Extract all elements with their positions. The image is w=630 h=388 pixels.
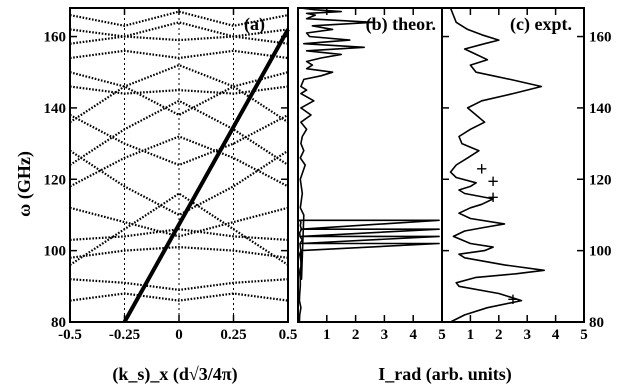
panel-c-y-tick-label-2: 120 (589, 172, 612, 188)
panel-a-title: (a) (244, 14, 265, 35)
panel-b-x-tick-label-0: 1 (323, 327, 331, 343)
panel-a-series-7 (69, 149, 289, 217)
panel-a-series-11 (69, 85, 289, 95)
panel-a-y-tick-label-4: 160 (44, 30, 67, 46)
panel-a-series-14 (69, 49, 289, 60)
grid-layer (69, 8, 289, 322)
panel-c-marker-1: + (487, 187, 498, 209)
curves-layer: ++++ (69, 7, 546, 323)
panel-b-x-axis-label: I_rad (arb. units) (378, 364, 512, 385)
panel-b-x-tick-label-3: 4 (409, 327, 417, 343)
panel-a-y-tick-label-1: 100 (44, 244, 67, 260)
panel-c-x-tick-label-4: 5 (580, 327, 588, 343)
panel-b-x-tick-label-4: 5 (438, 327, 446, 343)
panel-a-series-5 (69, 206, 289, 238)
panel-a-x-tick-label-2: 0 (175, 327, 183, 343)
panel-a-series-8 (69, 135, 289, 188)
panel-a-series-3 (69, 246, 289, 259)
panel-a-x-tick-label-1: -0.25 (109, 327, 140, 343)
panel-b-title: (b) theor. (366, 14, 436, 35)
panel-a-series-4 (69, 228, 289, 241)
ticks-layer: -0.5 -0.25 0 0.25 0.5 80 100 120 140 160 1 2 3 4 5 1 2 3 4… (44, 8, 612, 343)
panel-c-x-tick-label-1: 2 (495, 327, 503, 343)
panel-b-x-tick-label-1: 2 (352, 327, 360, 343)
panel-a-y-tick-label-0: 80 (51, 315, 66, 331)
panel-c-marker-3: + (476, 159, 487, 181)
panel-c-x-tick-label-3: 4 (552, 327, 560, 343)
panel-c-y-tick-label-1: 100 (589, 244, 612, 260)
panel-c-x-tick-label-0: 1 (467, 327, 475, 343)
panel-c-y-tick-label-3: 140 (589, 101, 612, 117)
panel-b-frame (297, 7, 443, 323)
panel-a-series-1 (69, 292, 289, 302)
panel-a-series-2 (69, 278, 289, 291)
y-axis-label: ω (GHz) (14, 151, 35, 217)
panel-a-y-tick-label-3: 140 (44, 101, 67, 117)
panel-a-series-0 (122, 28, 290, 323)
panel-c-x-tick-label-2: 3 (523, 327, 531, 343)
panel-a-series-16 (69, 21, 289, 38)
panel-a-x-tick-label-0: -0.5 (58, 327, 82, 343)
panel-a-series-17 (69, 10, 289, 27)
panel-a-y-tick-label-2: 120 (44, 172, 67, 188)
panel-c-y-tick-label-0: 80 (589, 315, 604, 331)
panel-b-series-0 (298, 7, 440, 323)
panel-a-x-tick-label-4: 0.5 (279, 327, 298, 343)
panel-c-title: (c) expt. (510, 14, 572, 35)
panel-c-frame (441, 7, 585, 323)
panel-a-x-tick-label-3: 0.25 (220, 327, 246, 343)
panel-c-y-tick-label-4: 160 (589, 30, 612, 46)
panel-a-series-15 (69, 35, 289, 45)
panel-a-series-9 (69, 114, 289, 167)
panel-c-marker-2: + (487, 171, 498, 193)
panel-c-marker-0: + (507, 289, 518, 311)
panel-a-x-axis-label: (k_s)_x (d√3/4π) (112, 364, 237, 385)
panel-c-series-0 (449, 7, 546, 323)
panel-b-x-tick-label-2: 3 (381, 327, 389, 343)
